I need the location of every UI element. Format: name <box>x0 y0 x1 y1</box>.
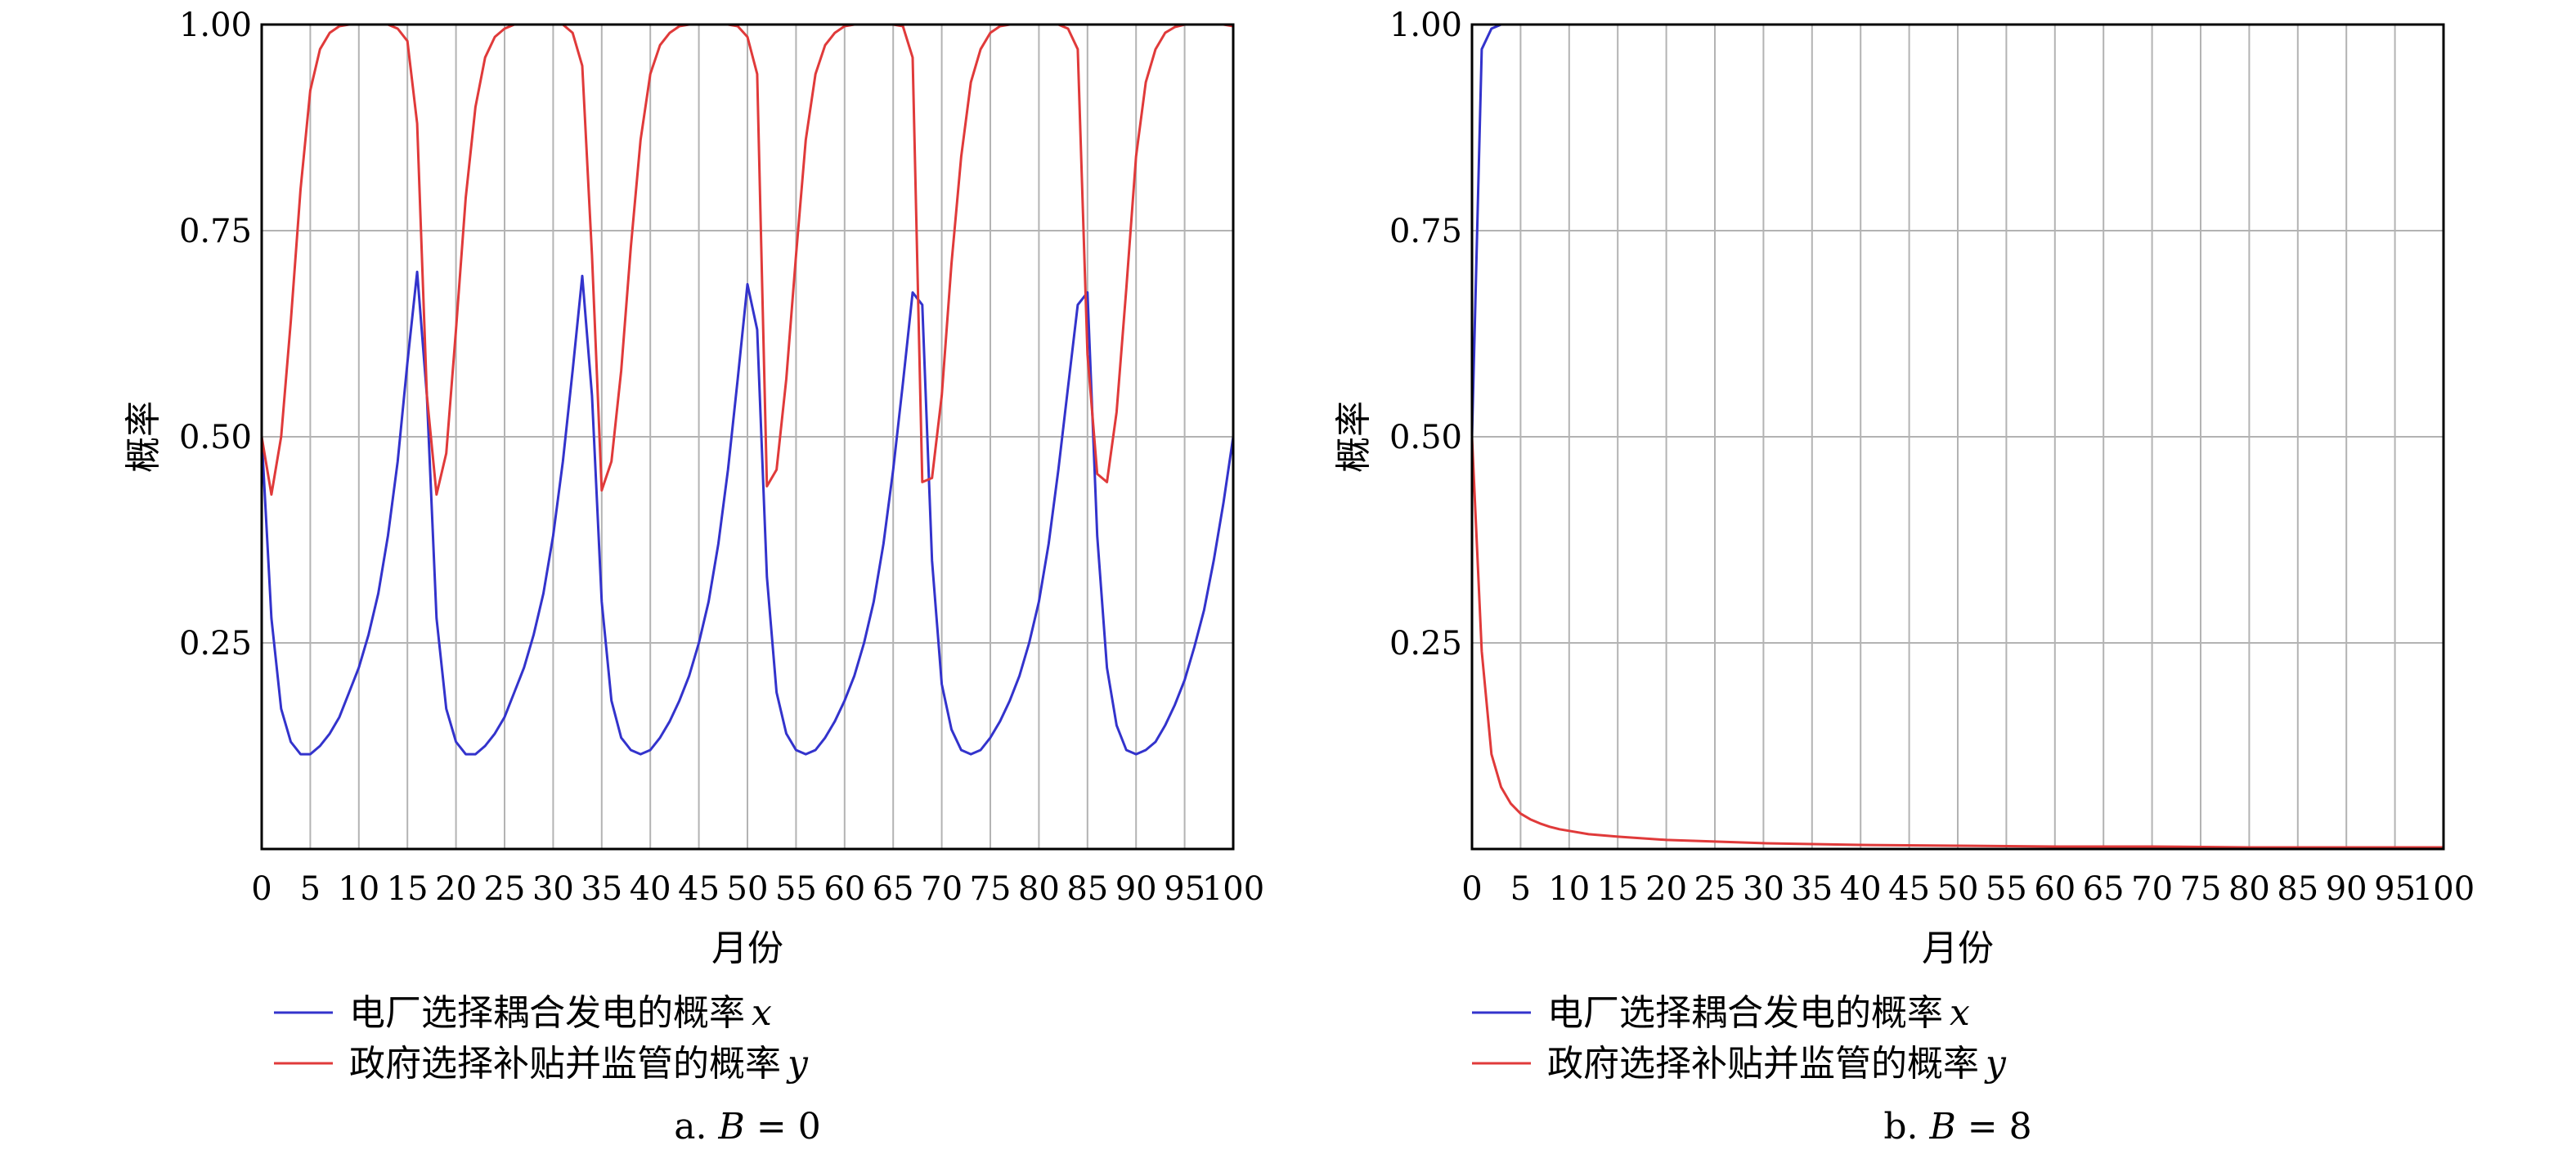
series-line-x <box>260 270 1235 756</box>
x-tick-label: 5 <box>1510 870 1531 908</box>
x-tick-label: 85 <box>1066 870 1108 908</box>
x-tick-label: 15 <box>1597 870 1639 908</box>
x-tick-label: 0 <box>1461 870 1482 908</box>
x-axis-title: 月份 <box>711 928 783 969</box>
plot-frame <box>1470 23 2445 851</box>
x-tick-label: 90 <box>2326 870 2367 908</box>
x-tick-label: 75 <box>970 870 1012 908</box>
legend-label-name: 电厂选择耦合发电的概率 <box>349 992 745 1034</box>
y-tick-label: 1.00 <box>1389 7 1462 44</box>
x-tick-label: 85 <box>2277 870 2318 908</box>
x-tick-label: 15 <box>387 870 429 908</box>
panel-caption: b. B = 8 <box>1883 1106 2031 1148</box>
legend-label: 政府选择补贴并监管的概率 y <box>1547 1043 2007 1085</box>
x-tick-label: 10 <box>338 870 379 908</box>
x-tick-label: 65 <box>2083 870 2125 908</box>
x-tick-label: 95 <box>1164 870 1205 908</box>
x-tick-label: 95 <box>2374 870 2416 908</box>
x-tick-label: 25 <box>484 870 526 908</box>
x-tick-label: 70 <box>921 870 963 908</box>
x-tick-label: 100 <box>2412 870 2475 908</box>
x-tick-label: 35 <box>1791 870 1833 908</box>
x-tick-label: 40 <box>1840 870 1882 908</box>
legend-item: 政府选择补贴并监管的概率 y <box>274 1043 809 1085</box>
x-tick-label: 60 <box>2034 870 2076 908</box>
y-tick-label: 0.25 <box>1389 625 1462 663</box>
caption-var: B <box>718 1106 745 1148</box>
caption-prefix: b. <box>1883 1106 1929 1148</box>
legend-item: 电厂选择耦合发电的概率 x <box>274 992 772 1034</box>
y-tick-label: 0.75 <box>1389 213 1462 250</box>
caption-prefix: a. <box>674 1106 718 1148</box>
x-tick-label: 20 <box>435 870 477 908</box>
x-tick-label: 0 <box>251 870 272 908</box>
legend-label-var: x <box>1950 992 1970 1034</box>
y-axis-title: 概率 <box>123 401 164 473</box>
x-tick-label: 65 <box>873 870 914 908</box>
x-tick-label: 80 <box>1018 870 1060 908</box>
series-line-y <box>1470 436 2444 849</box>
x-tick-label: 5 <box>300 870 321 908</box>
x-tick-label: 40 <box>630 870 671 908</box>
legend-label: 政府选择补贴并监管的概率 y <box>349 1043 809 1085</box>
legend-label: 电厂选择耦合发电的概率 x <box>1547 992 1970 1034</box>
legend-label-name: 政府选择补贴并监管的概率 <box>349 1043 781 1085</box>
plot-frame <box>260 23 1235 851</box>
legend-label: 电厂选择耦合发电的概率 x <box>349 992 772 1034</box>
x-tick-label: 60 <box>824 870 865 908</box>
x-tick-label: 30 <box>1743 870 1784 908</box>
caption-var: B <box>1928 1106 1955 1148</box>
x-tick-label: 80 <box>2228 870 2270 908</box>
x-tick-label: 50 <box>727 870 769 908</box>
y-tick-label: 0.50 <box>1389 419 1462 456</box>
legend-label-var: y <box>1984 1043 2007 1085</box>
x-tick-label: 25 <box>1694 870 1736 908</box>
x-tick-label: 55 <box>775 870 817 908</box>
y-tick-label: 1.00 <box>179 7 252 44</box>
x-tick-label: 75 <box>2180 870 2222 908</box>
legend-item: 电厂选择耦合发电的概率 x <box>1472 992 1970 1034</box>
x-tick-label: 35 <box>581 870 622 908</box>
caption-suffix: = 0 <box>745 1106 821 1148</box>
chart-panel-b: 0 5 10 15 20 25 30 35 40 45 50 55 60 65 70 75 80 85 90 9510… <box>1333 7 2475 1148</box>
panel-caption: a. B = 0 <box>674 1106 820 1148</box>
x-tick-label: 90 <box>1115 870 1157 908</box>
legend-label-name: 电厂选择耦合发电的概率 <box>1547 992 1943 1034</box>
x-axis-title: 月份 <box>1922 928 1994 969</box>
legend: 电厂选择耦合发电的概率 x 政府选择补贴并监管的概率 y <box>274 992 809 1085</box>
x-tick-label: 20 <box>1645 870 1687 908</box>
legend-label-var: x <box>752 992 772 1034</box>
y-tick-label: 0.50 <box>179 419 252 456</box>
caption-suffix: = 8 <box>1956 1106 2032 1148</box>
x-tick-label: 100 <box>1202 870 1264 908</box>
legend-item: 政府选择补贴并监管的概率 y <box>1472 1043 2007 1085</box>
legend: 电厂选择耦合发电的概率 x 政府选择补贴并监管的概率 y <box>1472 992 2007 1085</box>
x-tick-label: 30 <box>532 870 574 908</box>
x-tick-label: 50 <box>1937 870 1979 908</box>
x-tick-label: 45 <box>1888 870 1930 908</box>
x-tick-label: 70 <box>2131 870 2173 908</box>
y-tick-label: 0.75 <box>179 213 252 250</box>
y-tick-label: 0.25 <box>179 625 252 663</box>
legend-label-name: 政府选择补贴并监管的概率 <box>1547 1043 1979 1085</box>
x-tick-label: 45 <box>678 870 720 908</box>
x-tick-label: 10 <box>1548 870 1590 908</box>
legend-label-var: y <box>786 1043 809 1085</box>
chart-panel-a: 0 5 10 15 20 25 30 35 40 45 50 55 60 65 70 75 80 85 90 9510… <box>123 7 1264 1148</box>
series-line-y <box>260 23 1234 496</box>
x-tick-label: 55 <box>1986 870 2027 908</box>
y-axis-title: 概率 <box>1333 401 1375 473</box>
